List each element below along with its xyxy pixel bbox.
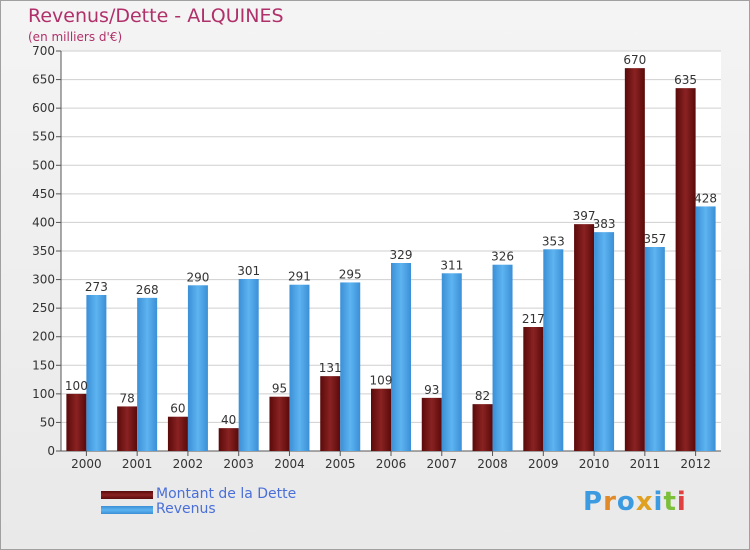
bar-dette	[269, 396, 290, 451]
x-tick-label: 2000	[71, 457, 102, 471]
data-label-revenus: 301	[237, 264, 260, 278]
bar-revenus	[340, 282, 361, 451]
bar-revenus	[594, 232, 615, 451]
y-tick-label: 300	[32, 273, 55, 287]
data-label-revenus: 311	[440, 258, 463, 272]
logo-letter: o	[616, 487, 636, 517]
bar-dette	[574, 224, 595, 451]
x-tick-label: 2006	[376, 457, 407, 471]
data-label-revenus: 290	[186, 270, 209, 284]
bar-revenus	[86, 295, 107, 451]
bar-revenus	[137, 297, 158, 451]
x-tick-label: 2002	[173, 457, 204, 471]
proxiti-logo: Proxiti	[583, 487, 687, 517]
x-tick-label: 2004	[274, 457, 305, 471]
data-label-dette: 131	[319, 361, 342, 375]
bar-dette	[624, 68, 645, 452]
logo-letter: x	[635, 487, 654, 517]
data-label-dette: 40	[221, 413, 236, 427]
data-label-revenus: 329	[390, 248, 413, 262]
bar-revenus	[492, 264, 513, 451]
data-label-revenus: 295	[339, 267, 362, 281]
bar-dette	[371, 388, 391, 451]
x-tick-label: 2011	[630, 457, 661, 471]
bar-revenus	[238, 279, 259, 451]
y-tick-label: 450	[32, 187, 55, 201]
data-label-dette: 635	[674, 73, 697, 87]
y-tick-label: 200	[32, 330, 55, 344]
bar-dette	[523, 327, 544, 451]
x-tick-label: 2009	[528, 457, 559, 471]
x-tick-label: 2001	[122, 457, 153, 471]
data-label-revenus: 353	[542, 234, 565, 248]
x-tick-label: 2012	[680, 457, 711, 471]
data-label-dette: 78	[120, 391, 135, 405]
bars	[66, 68, 716, 452]
logo-letter: P	[583, 487, 604, 517]
y-tick-label: 500	[32, 158, 55, 172]
x-tick-label: 2003	[223, 457, 254, 471]
data-label-dette: 93	[424, 383, 439, 397]
bar-dette	[320, 376, 341, 451]
bar-dette	[472, 404, 493, 451]
logo-letter: i	[653, 487, 664, 517]
bar-dette	[421, 397, 442, 451]
data-label-dette: 397	[573, 209, 596, 223]
data-label-revenus: 291	[288, 270, 311, 284]
data-label-dette: 109	[370, 374, 393, 388]
y-tick-label: 50	[40, 415, 55, 429]
data-label-revenus: 428	[694, 191, 717, 205]
y-tick-label: 600	[32, 101, 55, 115]
chart-subtitle: (en milliers d'€)	[28, 30, 123, 44]
y-tick-label: 250	[32, 301, 55, 315]
data-label-dette: 60	[170, 402, 185, 416]
bar-revenus	[695, 206, 716, 451]
data-label-dette: 670	[623, 53, 646, 67]
data-label-revenus: 326	[491, 250, 514, 264]
legend-label-dette: Montant de la Dette	[156, 486, 297, 502]
logo-letter: i	[676, 487, 687, 517]
y-tick-label: 350	[32, 244, 55, 258]
logo-letter: t	[663, 487, 677, 517]
bar-dette	[218, 428, 239, 451]
chart-title: Revenus/Dette - ALQUINES	[28, 5, 284, 27]
bar-revenus	[391, 263, 411, 451]
y-tick-label: 100	[32, 387, 55, 401]
y-tick-label: 700	[32, 44, 55, 58]
data-label-dette: 100	[65, 379, 88, 393]
data-label-dette: 217	[522, 312, 545, 326]
bar-revenus	[289, 284, 310, 451]
y-tick-label: 400	[32, 215, 55, 229]
data-label-revenus: 383	[593, 217, 616, 231]
data-label-revenus: 357	[643, 232, 666, 246]
bar-dette	[167, 416, 188, 451]
bar-revenus	[644, 247, 665, 451]
x-tick-label: 2005	[325, 457, 356, 471]
legend-label-revenus: Revenus	[156, 501, 216, 517]
logo-letter: r	[603, 487, 617, 517]
x-tick-label: 2008	[477, 457, 508, 471]
data-labels: 100 273 78 268 60 290 40 301 95 291 131 295 109 329 93…	[65, 53, 717, 427]
data-label-revenus: 268	[136, 283, 159, 297]
data-label-revenus: 273	[85, 280, 108, 294]
y-tick-label: 0	[47, 444, 55, 458]
data-label-dette: 95	[272, 382, 287, 396]
bar-revenus	[543, 249, 564, 451]
data-label-dette: 82	[475, 389, 490, 403]
x-tick-label: 2007	[426, 457, 457, 471]
x-tick-label: 2010	[579, 457, 610, 471]
legend-swatch-revenus	[101, 506, 153, 514]
y-tick-label: 550	[32, 130, 55, 144]
bar-dette	[117, 406, 138, 451]
legend-swatch-dette	[101, 491, 153, 499]
y-tick-label: 650	[32, 73, 55, 87]
bar-revenus	[441, 273, 462, 451]
bar-revenus	[187, 285, 208, 451]
bar-dette	[675, 88, 696, 452]
y-tick-label: 150	[32, 358, 55, 372]
bar-dette	[66, 393, 87, 451]
